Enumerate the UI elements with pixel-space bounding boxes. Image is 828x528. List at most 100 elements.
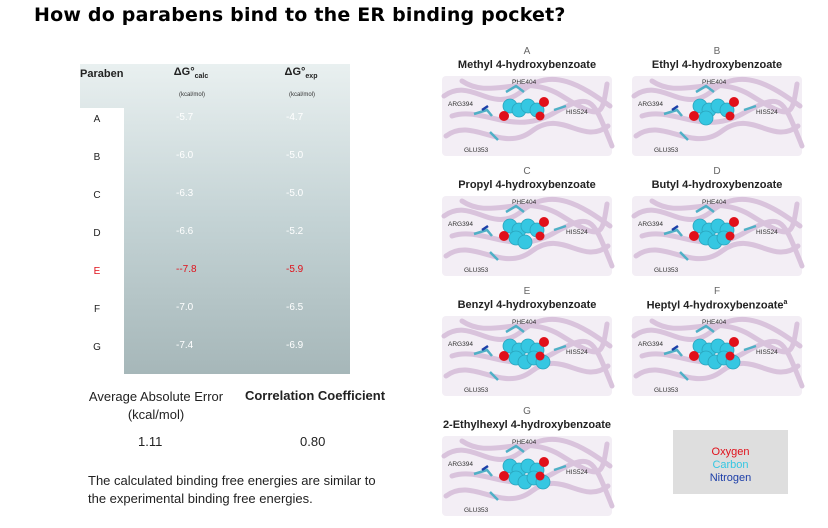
protein-ribbon — [443, 360, 611, 382]
panel-title: Heptyl 4-hydroxybenzoatea — [622, 299, 812, 312]
cell-calc: -7.0 — [176, 302, 194, 313]
label-glu353: GLU353 — [464, 147, 489, 154]
label-phe404: PHE404 — [702, 319, 727, 326]
protein-ribbon — [459, 78, 610, 115]
table-left-column — [80, 108, 124, 374]
his524-sidechain — [553, 464, 567, 472]
glu353-sidechain — [679, 131, 689, 141]
cell-calc: -6.0 — [176, 150, 194, 161]
binding-pose-panel: G 2-Ethylhexyl 4-hydroxybenzoate PHE404 ARG… — [432, 406, 622, 516]
label-arg394: ARG394 — [448, 341, 473, 348]
his524-sidechain — [553, 344, 567, 352]
cell-calc: -7.4 — [176, 340, 194, 351]
cell-calc: --7.8 — [176, 264, 197, 275]
oxygen-atom — [729, 337, 739, 347]
protein-ribbon — [459, 438, 610, 475]
glu353-sidechain — [679, 251, 689, 261]
glu353-sidechain — [489, 131, 499, 141]
protein-ribbon — [633, 120, 801, 142]
panel-title-text: Propyl 4-hydroxybenzoate — [458, 179, 596, 191]
oxygen-atom — [725, 231, 735, 241]
oxygen-atom — [535, 111, 545, 121]
panel-letter: A — [523, 46, 531, 57]
oxygen-atom — [535, 231, 545, 241]
correlation-value: 0.80 — [300, 434, 326, 449]
legend-nitrogen: Nitrogen — [709, 472, 752, 484]
protein-ribbon — [649, 318, 800, 355]
header-calc-unit: (kcal/mol) — [178, 92, 205, 98]
binding-pose-panel: E Benzyl 4-hydroxybenzoate PHE404 ARG394 HIS… — [432, 286, 622, 396]
arg394-nitrogen — [671, 104, 679, 112]
label-phe404: PHE404 — [702, 199, 727, 206]
aae-value: 1.11 — [138, 434, 163, 449]
protein-ribbon — [649, 198, 800, 235]
panel-title: Ethyl 4-hydroxybenzoate — [622, 59, 812, 71]
panel-title: 2-Ethylhexyl 4-hydroxybenzoate — [432, 419, 622, 431]
cell-exp: -5.0 — [286, 188, 304, 199]
header-dg-exp: ΔG°exp — [276, 66, 326, 80]
slide-title: How do parabens bind to the ER binding p… — [34, 4, 566, 26]
oxygen-atom — [729, 217, 739, 227]
carbon-atom — [698, 110, 714, 126]
cell-exp: -6.5 — [286, 302, 304, 313]
panel-letter: C — [523, 166, 531, 177]
panel-title: Benzyl 4-hydroxybenzoate — [432, 299, 622, 311]
phe404-sidechain — [505, 84, 525, 94]
binding-pose-panel: B Ethyl 4-hydroxybenzoate PHE404 ARG394 HIS5… — [622, 46, 812, 156]
panel-title: Butyl 4-hydroxybenzoate — [622, 179, 812, 191]
table-row: G -7.4 -6.9 — [80, 336, 350, 372]
arg394-nitrogen — [481, 104, 489, 112]
phe404-sidechain — [695, 204, 715, 214]
header-dg-calc-sub: calc — [194, 73, 209, 81]
binding-pocket-image: PHE404 ARG394 HIS524 GLU353 — [441, 196, 615, 276]
arg394-nitrogen — [671, 344, 679, 352]
binding-pocket-image: PHE404 ARG394 HIS524 GLU353 — [441, 316, 615, 396]
panel-title-text: 2-Ethylhexyl 4-hydroxybenzoate — [442, 419, 612, 431]
table-row: B -6.0 -5.0 — [80, 146, 350, 182]
cell-name: C — [93, 190, 101, 201]
conclusion-note: The calculated binding free energies are… — [88, 473, 376, 506]
panel-title: Methyl 4-hydroxybenzoate — [432, 59, 622, 71]
header-dg-exp-symbol: ΔG° — [284, 66, 306, 78]
arg394-sidechain — [473, 468, 493, 477]
label-phe404: PHE404 — [702, 79, 727, 86]
label-glu353: GLU353 — [654, 387, 679, 394]
panel-title-text: Benzyl 4-hydroxybenzoate — [457, 299, 597, 311]
glu353-sidechain — [679, 371, 689, 381]
arg394-sidechain — [473, 108, 493, 117]
binding-pose-panel: D Butyl 4-hydroxybenzoate PHE404 ARG394 HIS5… — [622, 166, 812, 276]
table-row: F -7.0 -6.5 — [80, 298, 350, 334]
binding-pocket-image: PHE404 ARG394 HIS524 GLU353 — [441, 436, 615, 516]
protein-ribbon — [459, 198, 610, 235]
binding-pose-panel: C Propyl 4-hydroxybenzoate PHE404 ARG394 HIS… — [432, 166, 622, 276]
arg394-nitrogen — [671, 224, 679, 232]
cell-exp: -5.9 — [286, 264, 304, 275]
his524-sidechain — [553, 104, 567, 112]
protein-ribbon — [633, 360, 801, 382]
phe404-sidechain — [695, 324, 715, 334]
binding-pocket-image: PHE404 ARG394 HIS524 GLU353 — [631, 76, 805, 156]
label-phe404: PHE404 — [512, 79, 537, 86]
header-dg-calc: ΔG°calc — [166, 66, 216, 80]
label-phe404: PHE404 — [512, 319, 537, 326]
glu353-sidechain — [489, 251, 499, 261]
panel-title-text: Ethyl 4-hydroxybenzoate — [651, 59, 783, 71]
panel-letter: B — [713, 46, 721, 57]
panel-letter: F — [713, 286, 721, 297]
protein-ribbon — [459, 318, 610, 355]
label-his524: HIS524 — [566, 109, 588, 116]
label-arg394: ARG394 — [448, 221, 473, 228]
oxygen-atom — [539, 457, 549, 467]
label-glu353: GLU353 — [464, 507, 489, 514]
cell-calc: -6.6 — [176, 226, 194, 237]
oxygen-atom — [539, 337, 549, 347]
cell-exp: -6.9 — [286, 340, 304, 351]
cell-exp: -5.0 — [286, 150, 304, 161]
panel-letter: E — [523, 286, 531, 297]
protein-ribbon — [443, 240, 611, 262]
table-row: E --7.8 -5.9 — [80, 260, 350, 296]
label-his524: HIS524 — [566, 229, 588, 236]
protein-ribbon — [649, 78, 800, 115]
header-dg-exp-sub: exp — [305, 73, 318, 81]
panel-title-text: Methyl 4-hydroxybenzoate — [457, 59, 597, 71]
